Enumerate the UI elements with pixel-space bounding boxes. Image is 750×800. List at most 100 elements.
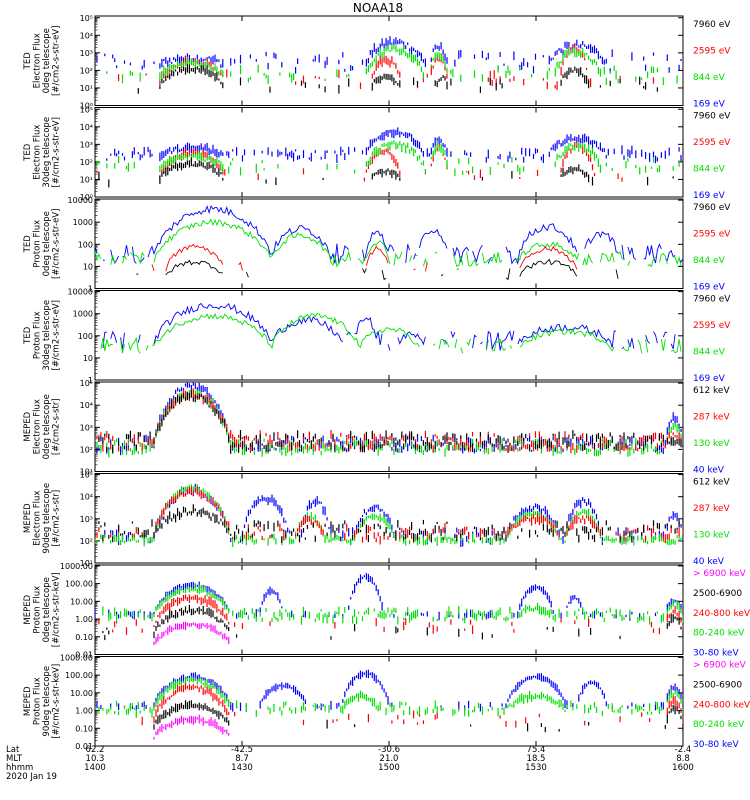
- y-tick-label: 1000.00: [60, 653, 93, 662]
- x-row-value: -2.4: [675, 745, 692, 755]
- y-tick-label: 10⁵: [80, 14, 93, 23]
- y-axis-label: [#/cm2-s-str-keV]: [51, 572, 61, 647]
- series-line: [95, 218, 682, 268]
- x-row-value: 1500: [378, 763, 400, 773]
- legend-entry: 287 keV: [693, 413, 730, 423]
- series--6900-kev: [153, 621, 230, 646]
- y-tick-label: 10²: [80, 537, 93, 546]
- series-844-ev: [95, 218, 682, 268]
- series-612-kev: [95, 504, 683, 543]
- series-line: [95, 204, 683, 265]
- y-axis-label: 0deg telescope: [42, 394, 52, 459]
- series-line: [100, 312, 682, 354]
- legend-entry: 169 eV: [693, 191, 726, 201]
- y-tick-label: 10²: [80, 158, 93, 167]
- legend-entry: 169 eV: [693, 100, 726, 110]
- y-tick-label: 1: [88, 376, 93, 385]
- x-row-label: MLT: [6, 754, 23, 764]
- data-marks: [96, 127, 682, 188]
- y-axis-label: [#/cm2-s-str]: [51, 490, 61, 547]
- data-marks: [95, 204, 683, 280]
- series-169-ev: [106, 127, 682, 164]
- legend-entry: 2595 eV: [693, 47, 731, 57]
- y-tick-label: 10¹: [80, 468, 93, 477]
- legend-entry: 844 eV: [693, 73, 726, 83]
- y-tick-label: 100: [78, 332, 93, 341]
- y-axis-label: Proton Flux: [32, 586, 42, 634]
- panel-ted-p-30: 1 10 100 1000 10000 TED Proton Flux 30deg teles…: [23, 288, 732, 385]
- y-tick-label: 100.00: [65, 671, 93, 680]
- x-row-value: 10.3: [86, 754, 105, 764]
- y-axis-label: [#/cm2-s-str]: [51, 398, 61, 455]
- legend-entry: 30-80 keV: [693, 740, 739, 750]
- y-tick-label: 1: [88, 285, 93, 294]
- panel-ted-e-30: 10⁰ 10¹ 10² 10³ 10⁴ 10⁵ TED Electron Flux 30deg …: [23, 105, 732, 202]
- legend-entry: 2500-6900: [693, 589, 742, 599]
- y-axis-label: Electron Flux: [32, 491, 42, 546]
- y-axis-label: 90deg telescope: [42, 666, 52, 737]
- series-line: [136, 259, 669, 279]
- y-tick-label: 10³: [80, 515, 93, 524]
- y-axis-label: 0deg telescope: [42, 211, 52, 276]
- y-tick-label: 100.00: [65, 580, 93, 589]
- panel-frame: [94, 290, 684, 381]
- y-tick-label: 10⁴: [80, 401, 93, 410]
- y-axis-label: [#/cm2-s-str-keV]: [51, 664, 61, 739]
- y-tick-label: 10⁵: [80, 471, 93, 480]
- panel-frame: [94, 656, 684, 747]
- y-axis-label: [#/cm2-s-str-eV]: [51, 300, 61, 370]
- x-row-value: 1400: [84, 763, 106, 773]
- y-axis-label: TED: [23, 143, 33, 162]
- series-line: [152, 244, 675, 271]
- y-tick-label: 10⁵: [80, 379, 93, 388]
- y-axis-label: 90deg telescope: [42, 483, 52, 554]
- y-tick-label: 10: [83, 262, 93, 271]
- legend-entry: 2595 eV: [693, 321, 731, 331]
- y-tick-label: 10.00: [70, 597, 93, 606]
- series-7960-ev: [98, 157, 674, 188]
- y-tick-label: 10000: [68, 288, 93, 297]
- series-80-240-kev: [98, 676, 683, 718]
- legend-entry: 2595 eV: [693, 138, 731, 148]
- legend-entry: 130 keV: [693, 439, 730, 449]
- series-240-800-kev: [141, 683, 683, 728]
- y-axis-label: MEPED: [23, 503, 33, 533]
- series-169-ev: [103, 304, 683, 351]
- y-tick-label: 1.00: [75, 707, 93, 716]
- series-2500-6900: [153, 700, 683, 733]
- x-row-value: 62.2: [86, 745, 105, 755]
- y-axis-label: [#/cm2-s-str-eV]: [51, 26, 61, 96]
- y-axis-label: MEPED: [23, 411, 33, 441]
- y-axis-label: [#/cm2-s-str-eV]: [51, 209, 61, 279]
- x-row-value: 1600: [672, 763, 694, 773]
- series-240-800-kev: [98, 594, 683, 635]
- y-tick-label: 10³: [80, 423, 93, 432]
- panel-ted-e-0: 10⁰ 10¹ 10² 10³ 10⁴ 10⁵ TED Electron Flux 0deg t…: [23, 14, 732, 111]
- series-169-ev: [95, 204, 683, 265]
- y-tick-label: 10: [83, 354, 93, 363]
- series-7960-ev: [136, 259, 669, 279]
- y-tick-label: 10¹: [80, 559, 93, 568]
- data-marks: [95, 483, 683, 547]
- y-axis-label: MEPED: [23, 594, 33, 624]
- y-axis-label: Proton Flux: [32, 677, 42, 725]
- legend-entry: 30-80 keV: [693, 649, 739, 659]
- y-tick-label: 10²: [80, 445, 93, 454]
- y-axis-label: 30deg telescope: [42, 300, 52, 371]
- y-axis-label: 30deg telescope: [42, 117, 52, 188]
- legend-entry: 844 eV: [693, 256, 726, 266]
- series-7960-ev: [137, 64, 659, 94]
- y-axis-label: Proton Flux: [32, 220, 42, 268]
- series-80-240-kev: [102, 584, 683, 625]
- y-tick-label: 0.01: [75, 742, 93, 751]
- legend-entry: 7960 eV: [693, 112, 731, 122]
- y-axis-label: MEPED: [23, 686, 33, 716]
- y-tick-label: 10⁴: [80, 31, 93, 40]
- series-2500-6900: [102, 604, 683, 641]
- x-row-value: 18.5: [527, 754, 546, 764]
- legend-entry: 844 eV: [693, 348, 726, 358]
- legend-entry: 612 keV: [693, 478, 730, 488]
- y-axis-label: TED: [23, 235, 33, 254]
